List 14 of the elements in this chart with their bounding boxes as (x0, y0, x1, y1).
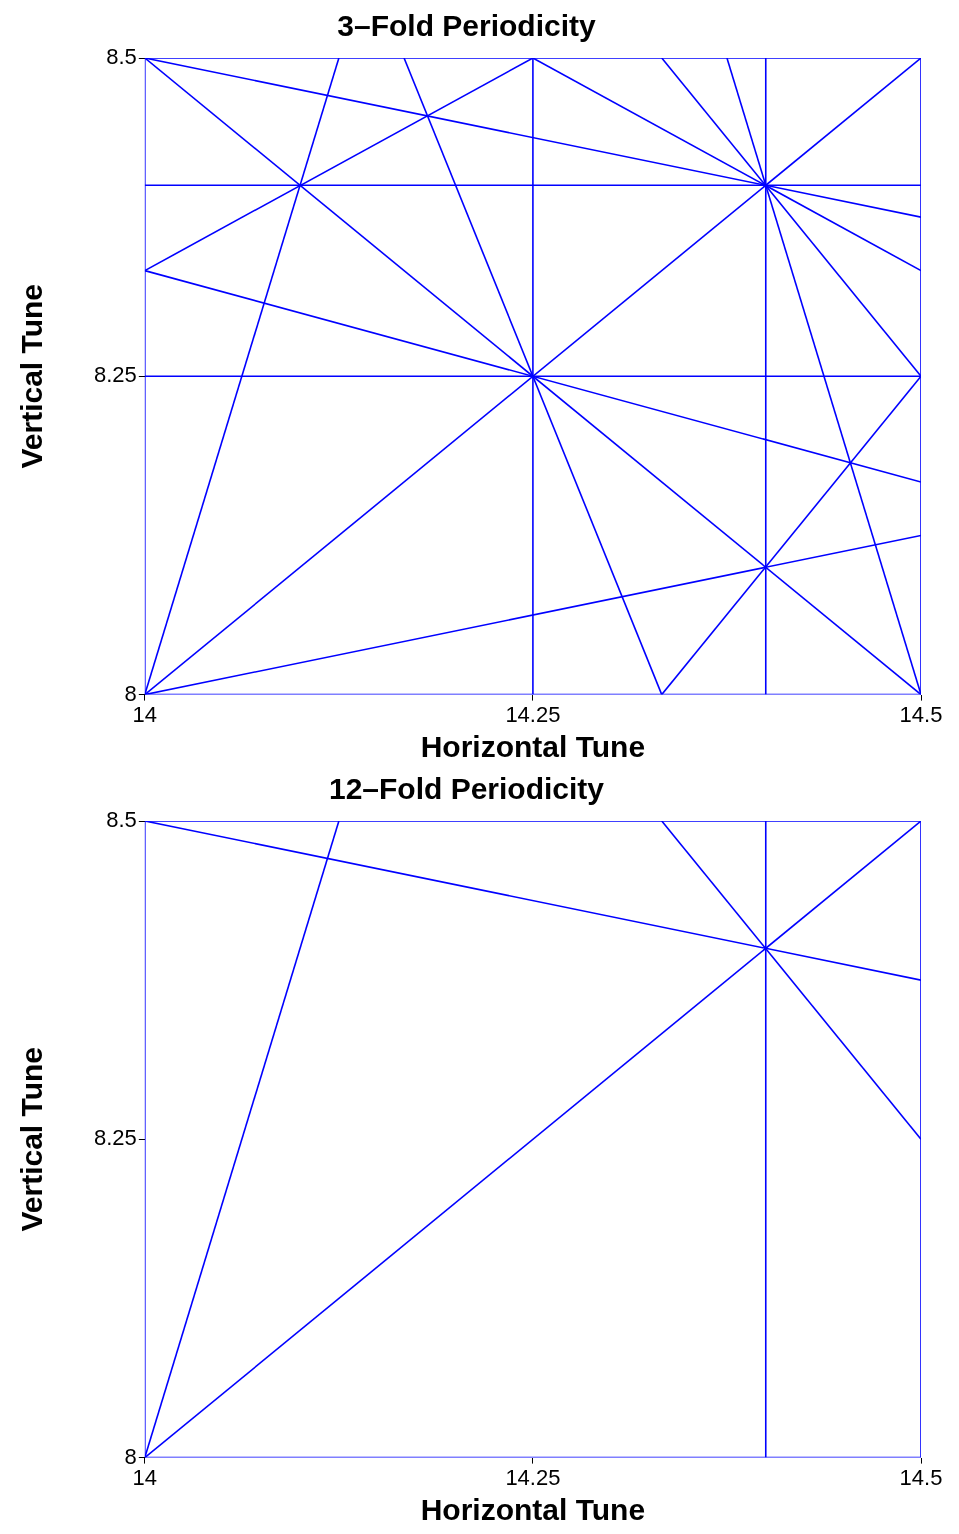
y-tick-label: 8.25 (93, 1125, 137, 1151)
y-axis-title: Vertical Tune (15, 284, 49, 469)
x-tick-label: 14.25 (505, 1464, 561, 1490)
x-tick-label: 14.5 (899, 701, 943, 727)
y-tick-label: 8.25 (93, 362, 137, 388)
x-axis-title: Horizontal Tune (420, 730, 646, 764)
x-tick-label: 14.25 (505, 701, 561, 727)
y-tick-label: 8.5 (106, 807, 137, 833)
chart-title: 12–Fold Periodicity (328, 772, 605, 806)
y-axis-title: Vertical Tune (15, 1047, 49, 1232)
y-tick-label: 8.5 (106, 44, 137, 70)
x-tick-label: 14.5 (899, 1464, 943, 1490)
x-axis-title: Horizontal Tune (420, 1493, 646, 1527)
chart-title: 3–Fold Periodicity (337, 9, 597, 43)
